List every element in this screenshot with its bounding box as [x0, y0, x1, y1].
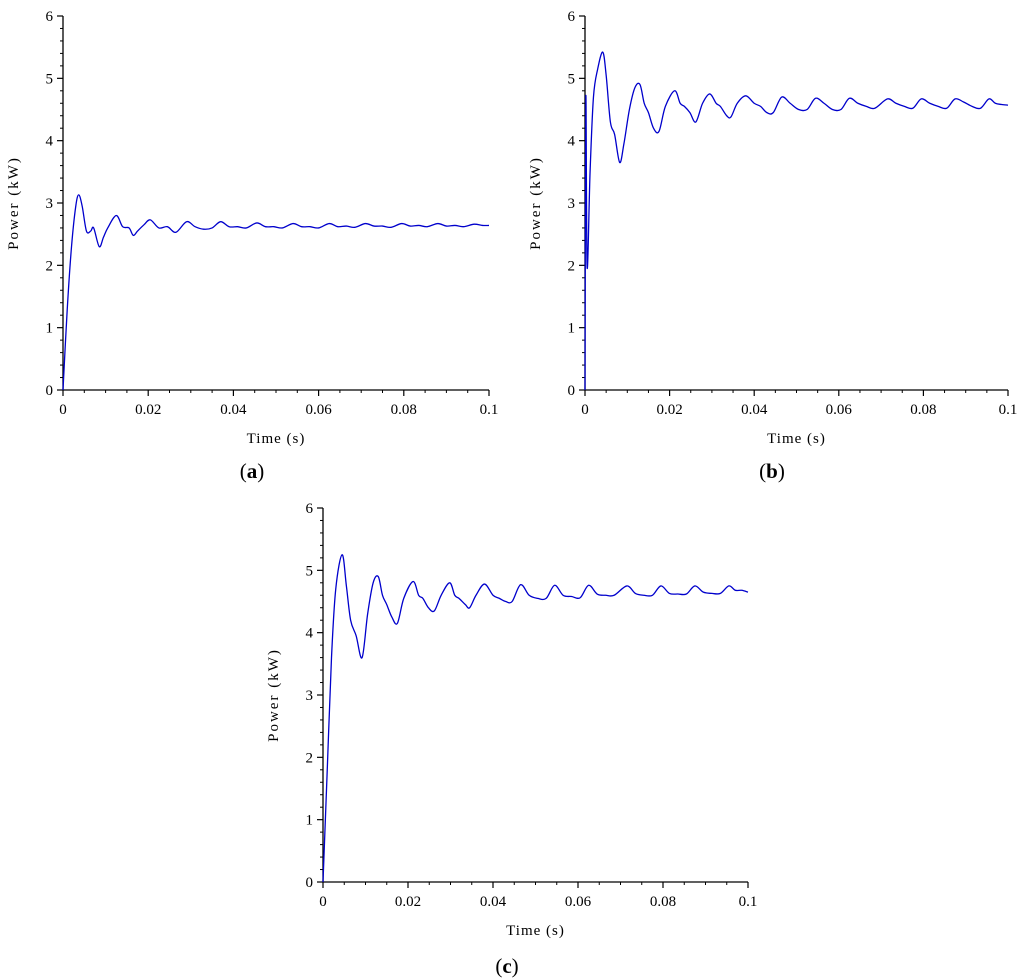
- x-tick-label: 0.1: [999, 402, 1018, 418]
- x-tick-label: 0.1: [480, 402, 499, 418]
- x-tick-label: 0.08: [391, 402, 417, 418]
- y-tick-label: 4: [46, 134, 54, 150]
- y-tick-label: 0: [568, 383, 576, 399]
- x-tick-label: 0.02: [135, 402, 161, 418]
- chart-panel-a: 0 1 2 3 4 5 6 0 0.02 0.04 0.06 0.08 0.1 Time (s) Power…: [6, 9, 498, 483]
- x-axis-title: Time (s): [506, 923, 565, 939]
- power-series-line: [62, 194, 490, 391]
- y-tick-label: 5: [46, 71, 54, 87]
- y-tick-label: 3: [306, 688, 314, 704]
- y-tick-label: 5: [568, 71, 576, 87]
- y-tick-label: 2: [568, 258, 576, 274]
- y-tick-label: 6: [568, 9, 576, 25]
- power-series-line: [322, 554, 749, 883]
- y-tick-label: 4: [568, 134, 576, 150]
- y-tick-label: 5: [306, 563, 314, 579]
- x-tick-label: 0.06: [565, 894, 592, 910]
- x-tick-label: 0.04: [220, 402, 247, 418]
- y-tick-label: 0: [306, 875, 314, 891]
- y-axis-title: Power (kW): [266, 648, 282, 742]
- y-tick-label: 6: [46, 9, 54, 25]
- y-tick-label: 3: [568, 196, 576, 212]
- x-tick-label: 0.02: [656, 402, 682, 418]
- chart-panel-b: 0 1 2 3 4 5 6 0 0.02 0.04 0.06 0.08 0.1 Time (s) Power…: [528, 9, 1017, 483]
- panel-label: (a): [240, 459, 265, 483]
- x-tick-label: 0.06: [826, 402, 853, 418]
- x-tick-label: 0.06: [305, 402, 332, 418]
- y-axis-title: Power (kW): [528, 156, 544, 250]
- y-tick-label: 6: [306, 501, 314, 517]
- x-tick-label: 0.1: [739, 894, 758, 910]
- y-axis-title: Power (kW): [6, 156, 22, 250]
- x-tick-label: 0.02: [395, 894, 421, 910]
- y-tick-label: 4: [306, 626, 314, 642]
- y-tick-label: 2: [306, 750, 314, 766]
- y-tick-label: 3: [46, 196, 54, 212]
- x-tick-label: 0.08: [650, 894, 676, 910]
- panel-label: (b): [759, 459, 785, 483]
- y-tick-label: 0: [46, 383, 54, 399]
- x-axis-title: Time (s): [247, 431, 306, 447]
- x-tick-label: 0: [581, 402, 589, 418]
- chart-panel-c: 0 1 2 3 4 5 6 0 0.02 0.04 0.06 0.08 0.1 Time (s) Power…: [266, 501, 757, 978]
- y-tick-label: 1: [568, 321, 576, 337]
- x-tick-label: 0: [59, 402, 67, 418]
- y-tick-label: 1: [46, 321, 54, 337]
- x-tick-label: 0: [319, 894, 327, 910]
- power-series-line: [584, 51, 1009, 391]
- panel-label: (c): [495, 954, 518, 978]
- y-tick-label: 2: [46, 258, 54, 274]
- x-tick-label: 0.04: [741, 402, 768, 418]
- x-tick-label: 0.08: [910, 402, 936, 418]
- y-tick-label: 1: [306, 813, 314, 829]
- x-tick-label: 0.04: [480, 894, 507, 910]
- x-axis-title: Time (s): [767, 431, 826, 447]
